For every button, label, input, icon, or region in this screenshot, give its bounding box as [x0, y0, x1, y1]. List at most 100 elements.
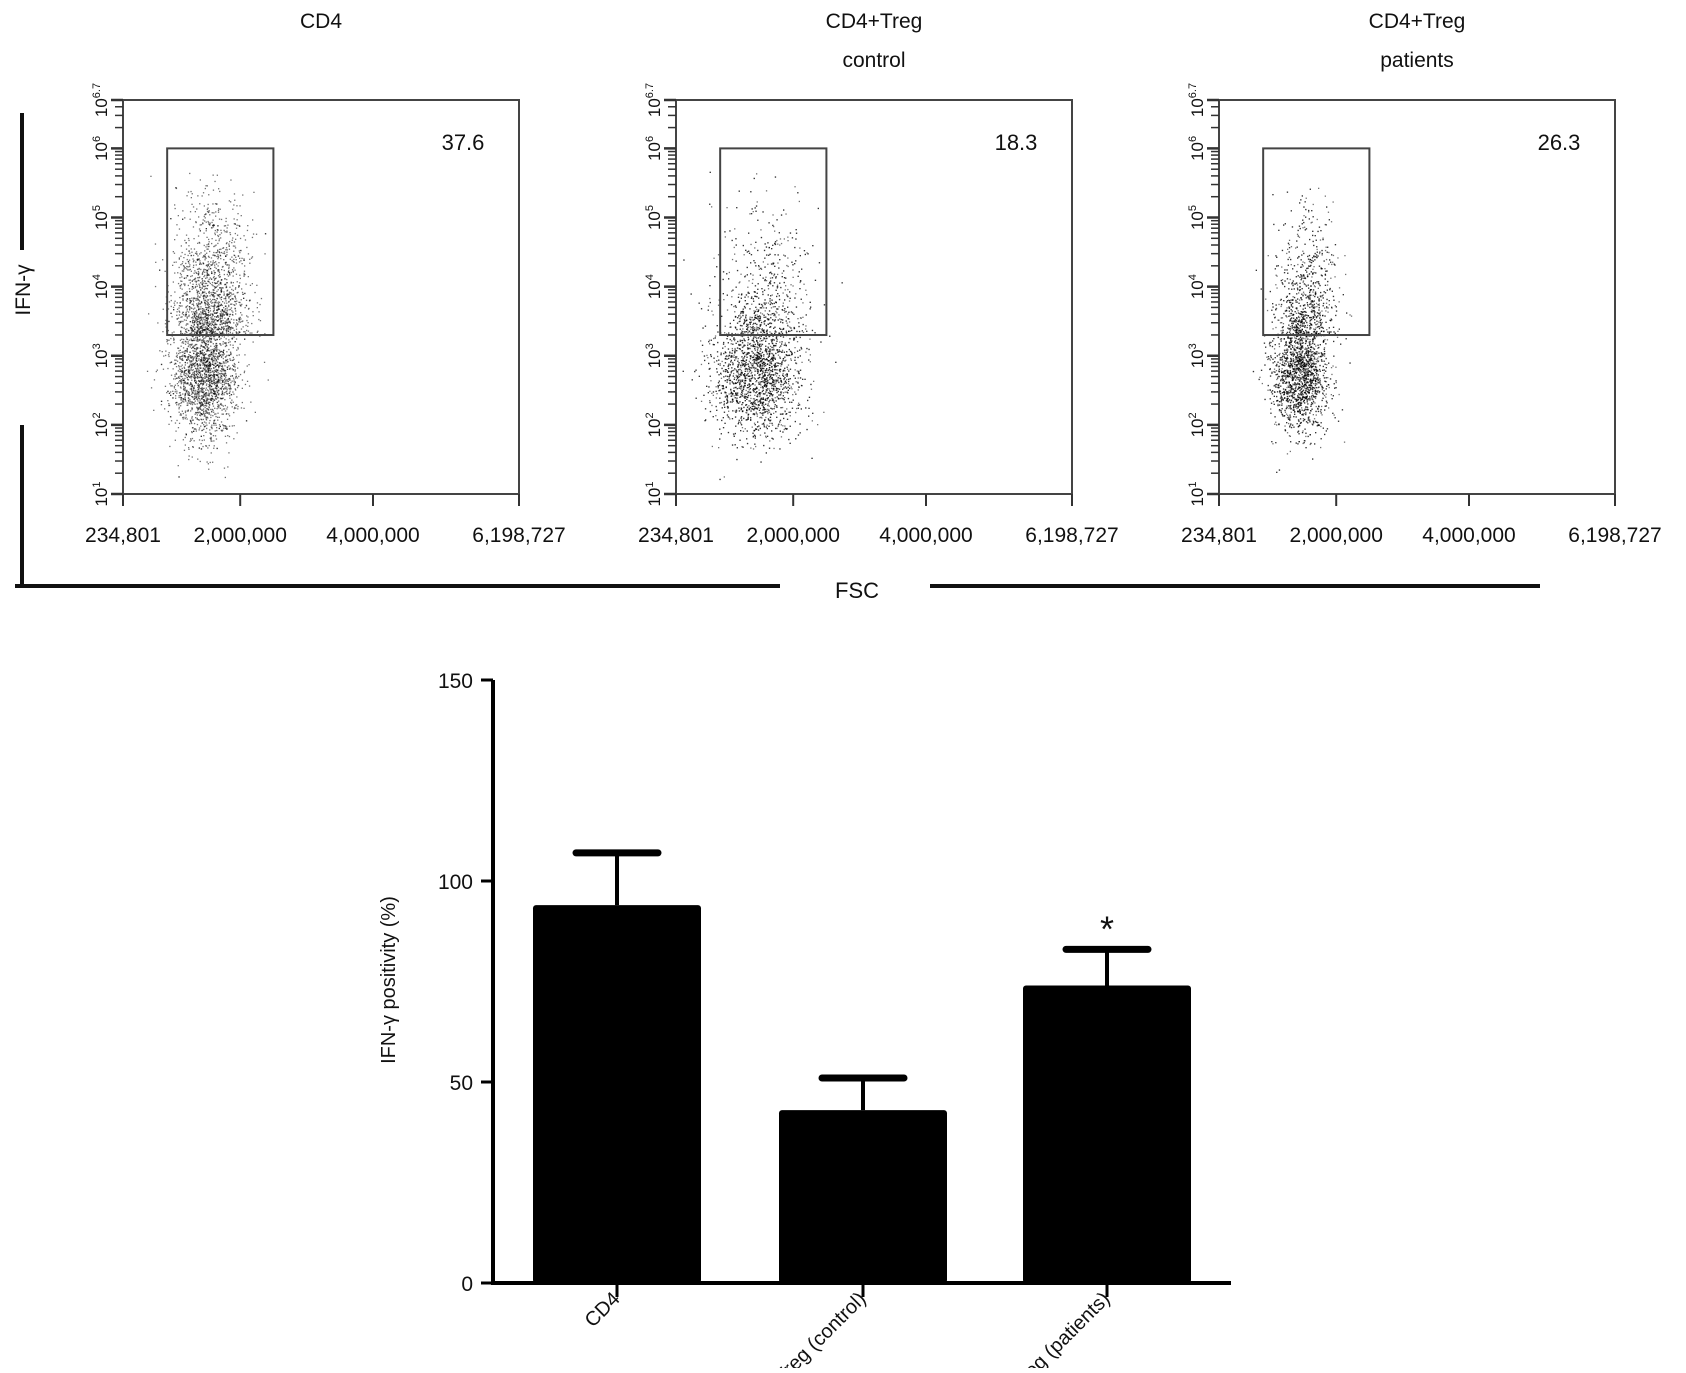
event-dot — [234, 241, 235, 242]
event-dot — [194, 248, 195, 249]
event-dot — [214, 295, 215, 296]
event-dot — [186, 377, 187, 378]
event-dot — [155, 243, 156, 244]
event-dot — [213, 406, 214, 407]
event-dot — [189, 269, 190, 270]
event-dot — [236, 350, 237, 351]
event-dot — [197, 255, 198, 256]
event-dot — [211, 383, 212, 384]
event-dot — [196, 383, 197, 384]
event-dot — [241, 407, 242, 408]
event-dot — [208, 261, 209, 262]
event-dot — [220, 355, 221, 356]
event-dot — [217, 402, 218, 403]
event-dot — [186, 325, 187, 326]
event-dot — [191, 252, 192, 253]
event-dot — [216, 430, 217, 431]
event-dot — [157, 370, 158, 371]
event-dot — [201, 341, 202, 342]
event-dot — [189, 455, 190, 456]
event-dot — [220, 343, 221, 344]
event-dot — [206, 253, 207, 254]
event-dot — [202, 350, 203, 351]
event-dot — [200, 377, 201, 378]
event-dot — [184, 395, 185, 396]
event-dot — [205, 397, 206, 398]
event-dot — [206, 249, 207, 250]
event-dot — [223, 247, 224, 248]
event-dot — [195, 300, 196, 301]
event-dot — [212, 324, 213, 325]
event-dot — [189, 352, 190, 353]
event-dot — [215, 278, 216, 279]
event-dot — [252, 237, 253, 238]
event-dot — [185, 344, 186, 345]
event-dot — [215, 340, 216, 341]
event-dot — [226, 413, 227, 414]
event-dot — [194, 351, 195, 352]
event-dot — [234, 218, 235, 219]
event-dot — [232, 260, 233, 261]
event-dot — [235, 405, 236, 406]
event-dot — [197, 293, 198, 294]
event-dot — [204, 259, 205, 260]
event-dot — [197, 373, 198, 374]
event-dot — [245, 284, 246, 285]
event-dot — [232, 240, 233, 241]
event-dot — [173, 281, 174, 282]
event-dot — [212, 220, 213, 221]
event-dot — [235, 287, 236, 288]
event-dot — [238, 302, 239, 303]
event-dot — [198, 300, 199, 301]
event-dot — [237, 368, 238, 369]
event-dot — [179, 366, 180, 367]
event-dot — [240, 318, 241, 319]
event-dot — [205, 314, 206, 315]
event-dot — [236, 338, 237, 339]
event-dot — [192, 372, 193, 373]
event-dot — [201, 391, 202, 392]
event-dot — [237, 333, 238, 334]
event-dot — [197, 418, 198, 419]
event-dot — [184, 378, 185, 379]
event-dot — [230, 376, 231, 377]
event-dot — [215, 240, 216, 241]
event-dot — [232, 391, 233, 392]
event-dot — [205, 432, 206, 433]
event-dot — [228, 275, 229, 276]
event-dot — [238, 285, 239, 286]
event-dot — [197, 286, 198, 287]
event-dot — [223, 406, 224, 407]
event-dot — [194, 423, 195, 424]
event-dot — [170, 395, 171, 396]
event-dot — [209, 266, 210, 267]
event-dot — [213, 401, 214, 402]
event-dot — [165, 271, 166, 272]
event-dot — [186, 314, 187, 315]
event-dot — [199, 412, 200, 413]
event-dot — [208, 380, 209, 381]
event-dot — [180, 366, 181, 367]
event-dot — [221, 299, 222, 300]
event-dot — [178, 476, 179, 477]
event-dot — [187, 298, 188, 299]
event-dot — [212, 370, 213, 371]
event-dot — [188, 367, 189, 368]
event-dot — [186, 390, 187, 391]
panel-subtitle: control — [842, 49, 905, 72]
event-dot — [197, 347, 198, 348]
event-dot — [217, 413, 218, 414]
event-dot — [182, 393, 183, 394]
event-dot — [213, 289, 214, 290]
event-dot — [233, 259, 234, 260]
event-dot — [170, 416, 171, 417]
event-dot — [236, 262, 237, 263]
event-dot — [208, 350, 209, 351]
event-dot — [178, 318, 179, 319]
event-dot — [220, 408, 221, 409]
event-dot — [198, 371, 199, 372]
event-dot — [219, 373, 220, 374]
event-dot — [173, 309, 174, 310]
event-dot — [162, 331, 163, 332]
